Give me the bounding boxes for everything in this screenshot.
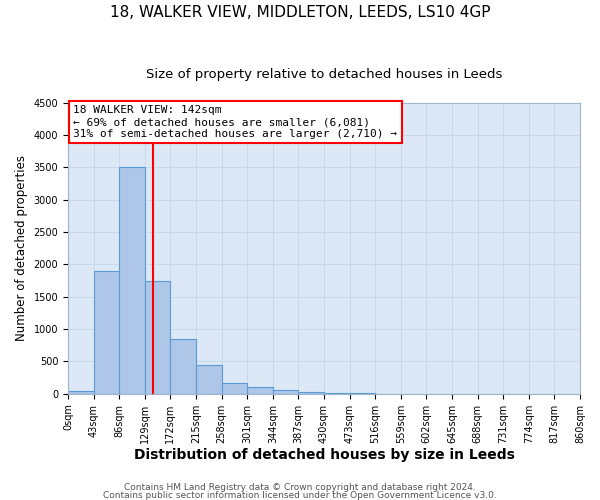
- Bar: [298, 392, 324, 394]
- Bar: [196, 364, 221, 394]
- Text: 18, WALKER VIEW, MIDDLETON, LEEDS, LS10 4GP: 18, WALKER VIEW, MIDDLETON, LEEDS, LS10 …: [110, 5, 490, 20]
- Bar: [68, 390, 94, 394]
- Bar: [94, 271, 119, 394]
- Bar: [350, 393, 375, 394]
- X-axis label: Distribution of detached houses by size in Leeds: Distribution of detached houses by size …: [134, 448, 514, 462]
- Text: 18 WALKER VIEW: 142sqm
← 69% of detached houses are smaller (6,081)
31% of semi-: 18 WALKER VIEW: 142sqm ← 69% of detached…: [73, 106, 397, 138]
- Bar: [221, 382, 247, 394]
- Bar: [247, 388, 273, 394]
- Y-axis label: Number of detached properties: Number of detached properties: [15, 155, 28, 341]
- Title: Size of property relative to detached houses in Leeds: Size of property relative to detached ho…: [146, 68, 502, 80]
- Bar: [145, 280, 170, 394]
- Bar: [324, 393, 350, 394]
- Bar: [119, 167, 145, 394]
- Text: Contains public sector information licensed under the Open Government Licence v3: Contains public sector information licen…: [103, 490, 497, 500]
- Bar: [273, 390, 298, 394]
- Bar: [170, 339, 196, 394]
- Text: Contains HM Land Registry data © Crown copyright and database right 2024.: Contains HM Land Registry data © Crown c…: [124, 484, 476, 492]
